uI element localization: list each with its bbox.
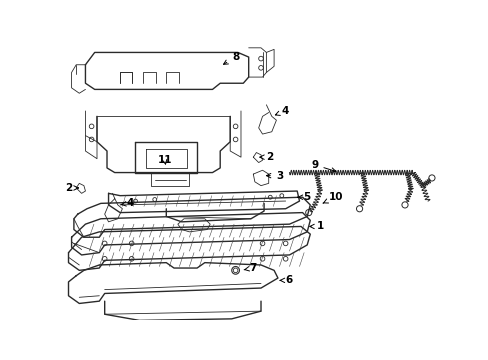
Text: 4: 4 xyxy=(121,198,134,208)
Text: 8: 8 xyxy=(223,52,239,64)
Text: 7: 7 xyxy=(244,263,257,273)
Text: 2: 2 xyxy=(259,152,273,162)
Text: 1: 1 xyxy=(309,221,323,231)
Text: 9: 9 xyxy=(311,160,335,172)
Text: 10: 10 xyxy=(323,192,342,203)
Text: 3: 3 xyxy=(266,171,283,181)
Text: 5: 5 xyxy=(297,192,310,202)
Text: 11: 11 xyxy=(157,155,172,165)
Text: 2: 2 xyxy=(65,183,78,193)
Text: 4: 4 xyxy=(275,106,289,116)
Text: 6: 6 xyxy=(280,275,292,285)
